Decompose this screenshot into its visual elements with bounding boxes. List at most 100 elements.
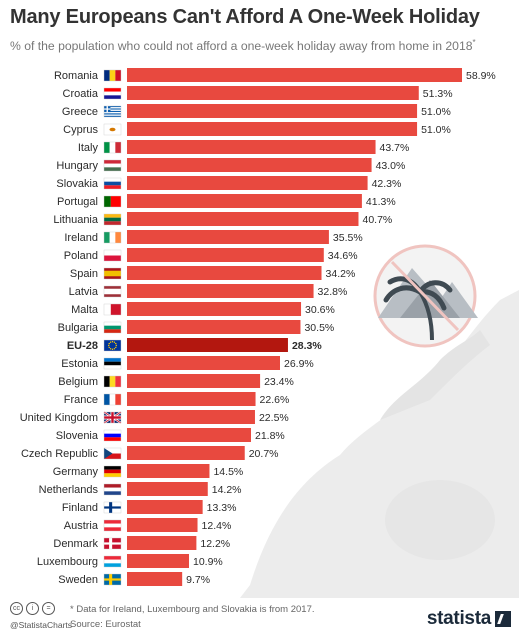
category-label-slovakia: Slovakia <box>56 178 98 190</box>
value-label-finland: 13.3% <box>207 502 237 514</box>
poland-flag-icon <box>103 249 122 262</box>
cyprus-flag-icon <box>103 123 122 136</box>
austria-flag-icon <box>103 519 122 532</box>
category-label-bulgaria: Bulgaria <box>58 322 99 334</box>
bar-slovenia <box>127 428 251 442</box>
license-icons: cc i = <box>10 602 55 615</box>
value-label-denmark: 12.2% <box>200 538 230 550</box>
united-kingdom-flag-icon <box>103 411 122 424</box>
estonia-flag-icon <box>103 357 122 370</box>
statista-brand[interactable]: statista <box>426 608 491 629</box>
category-label-czech-republic: Czech Republic <box>21 448 99 460</box>
eu-28-flag-icon <box>103 339 122 352</box>
category-label-france: France <box>64 394 98 406</box>
bar-denmark <box>127 536 197 550</box>
attribution-icon: i <box>26 602 39 615</box>
category-label-malta: Malta <box>71 304 99 316</box>
chart-title: Many Europeans Can't Afford A One-Week H… <box>10 6 480 28</box>
value-label-hungary: 43.0% <box>376 160 406 172</box>
category-label-eu-28: EU-28 <box>67 340 98 352</box>
bar-spain <box>127 266 322 280</box>
category-label-belgium: Belgium <box>58 376 98 388</box>
value-label-austria: 12.4% <box>202 520 232 532</box>
slovakia-flag-icon <box>103 177 122 190</box>
bar-bulgaria <box>127 320 301 334</box>
bar-croatia <box>127 86 419 100</box>
bar-austria <box>127 518 198 532</box>
category-label-hungary: Hungary <box>56 160 98 172</box>
latvia-flag-icon <box>103 285 122 298</box>
no-holiday-illustration <box>373 244 478 348</box>
value-label-estonia: 26.9% <box>284 358 314 370</box>
bar-france <box>127 392 256 406</box>
sweden-flag-icon <box>103 573 122 586</box>
bar-portugal <box>127 194 362 208</box>
value-label-lithuania: 40.7% <box>362 214 392 226</box>
category-label-latvia: Latvia <box>69 286 99 298</box>
denmark-flag-icon <box>103 537 122 550</box>
category-label-slovenia: Slovenia <box>56 430 99 442</box>
category-label-lithuania: Lithuania <box>53 214 99 226</box>
bar-romania <box>127 68 462 82</box>
category-label-finland: Finland <box>62 502 98 514</box>
bulgaria-flag-icon <box>103 321 122 334</box>
value-label-belgium: 23.4% <box>264 376 294 388</box>
lithuania-flag-icon <box>103 213 122 226</box>
bar-estonia <box>127 356 280 370</box>
bar-germany <box>127 464 210 478</box>
bar-czech-republic <box>127 446 245 460</box>
netherlands-flag-icon <box>103 483 122 496</box>
value-label-eu-28: 28.3% <box>292 340 322 352</box>
category-label-luxembourg: Luxembourg <box>37 556 98 568</box>
category-label-greece: Greece <box>62 106 98 118</box>
statista-logo-icon <box>495 611 511 627</box>
bar-finland <box>127 500 203 514</box>
value-label-croatia: 51.3% <box>423 88 453 100</box>
no-derivatives-icon: = <box>42 602 55 615</box>
category-label-denmark: Denmark <box>53 538 98 550</box>
value-label-spain: 34.2% <box>326 268 356 280</box>
bar-latvia <box>127 284 314 298</box>
finland-flag-icon <box>103 501 122 514</box>
bar-united-kingdom <box>127 410 255 424</box>
luxembourg-flag-icon <box>103 555 122 568</box>
bar-poland <box>127 248 324 262</box>
spain-flag-icon <box>103 267 122 280</box>
value-label-ireland: 35.5% <box>333 232 363 244</box>
ireland-flag-icon <box>103 231 122 244</box>
category-label-italy: Italy <box>78 142 99 154</box>
value-label-czech-republic: 20.7% <box>249 448 279 460</box>
italy-flag-icon <box>103 141 122 154</box>
hungary-flag-icon <box>103 159 122 172</box>
value-label-germany: 14.5% <box>213 466 243 478</box>
belgium-flag-icon <box>103 375 122 388</box>
source-note: Source: Eurostat <box>70 619 141 630</box>
value-label-netherlands: 14.2% <box>212 484 242 496</box>
bar-greece <box>127 104 418 118</box>
category-label-poland: Poland <box>64 250 98 262</box>
value-label-poland: 34.6% <box>328 250 358 262</box>
croatia-flag-icon <box>103 87 122 100</box>
bar-slovakia <box>127 176 368 190</box>
category-label-estonia: Estonia <box>61 358 99 370</box>
bar-lithuania <box>127 212 359 226</box>
bar-sweden <box>127 572 183 586</box>
bar-malta <box>127 302 302 316</box>
value-label-sweden: 9.7% <box>186 574 210 586</box>
malta-flag-icon <box>103 303 122 316</box>
bar-chart: Romania 58.9% Croatia 51.3% Greece 51.0% Cypru… <box>20 68 519 598</box>
footer: cc i = @StatistaCharts * Data for Irelan… <box>0 598 519 639</box>
value-label-romania: 58.9% <box>466 70 496 82</box>
statista-credit[interactable]: @StatistaCharts <box>10 620 73 630</box>
bar-ireland <box>127 230 329 244</box>
value-label-slovakia: 42.3% <box>372 178 402 190</box>
value-label-italy: 43.7% <box>380 142 410 154</box>
portugal-flag-icon <box>103 195 122 208</box>
category-label-cyprus: Cyprus <box>63 124 98 136</box>
slovenia-flag-icon <box>103 429 122 442</box>
category-label-united-kingdom: United Kingdom <box>20 412 98 424</box>
value-label-luxembourg: 10.9% <box>193 556 223 568</box>
category-label-ireland: Ireland <box>64 232 98 244</box>
value-label-portugal: 41.3% <box>366 196 396 208</box>
value-label-malta: 30.6% <box>305 304 335 316</box>
